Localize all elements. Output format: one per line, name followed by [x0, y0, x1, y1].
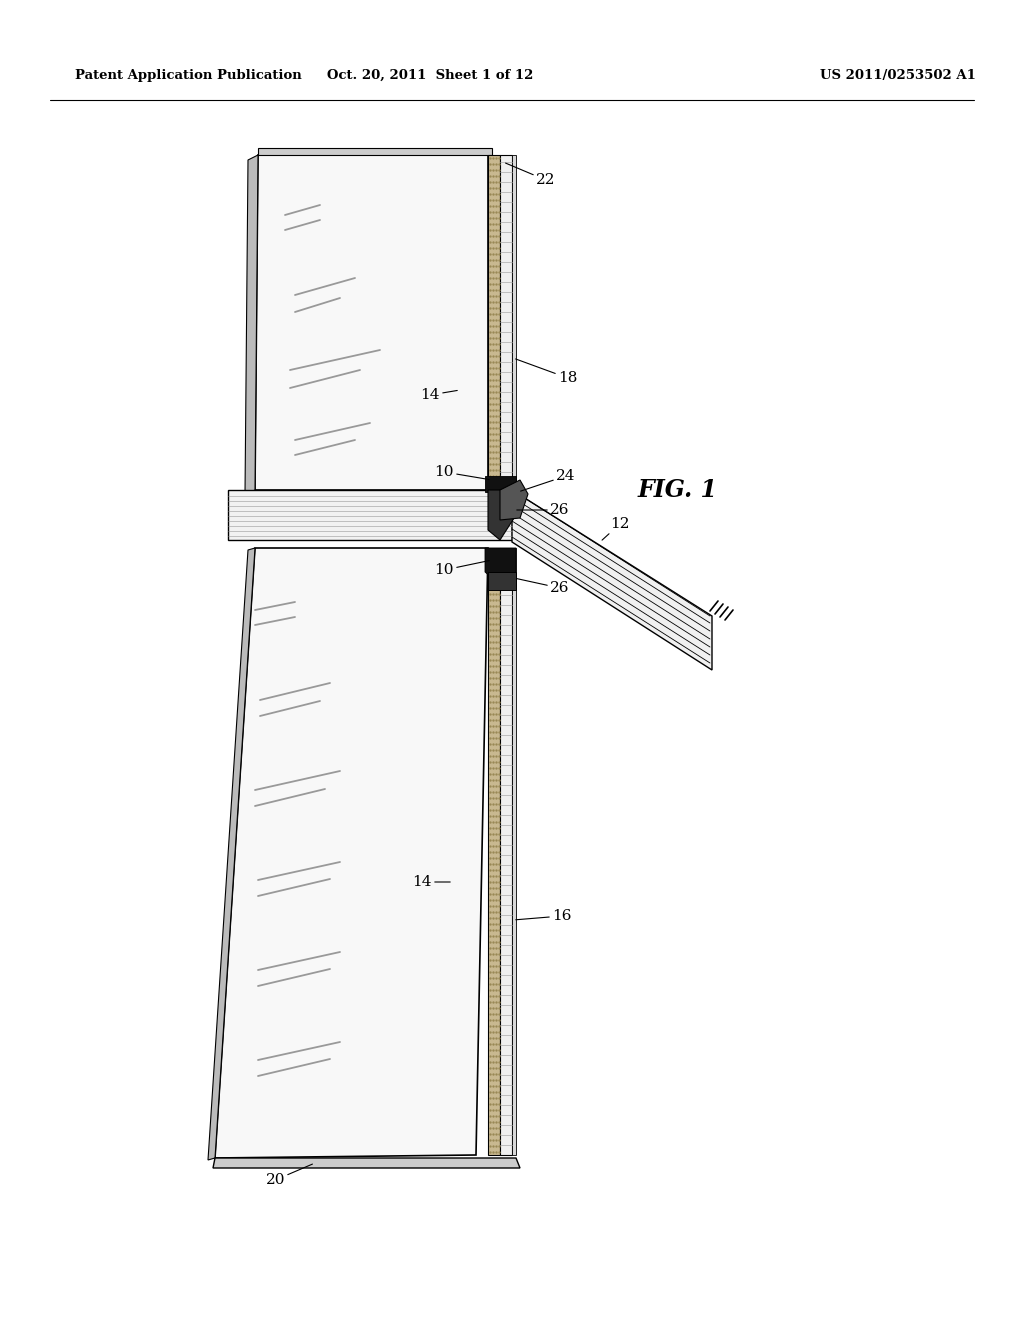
Polygon shape [512, 490, 712, 671]
Text: 14: 14 [421, 388, 458, 403]
Polygon shape [215, 548, 488, 1158]
Polygon shape [488, 548, 500, 1155]
Polygon shape [255, 154, 488, 490]
Polygon shape [488, 490, 516, 540]
Polygon shape [500, 480, 528, 520]
Polygon shape [258, 148, 492, 154]
Polygon shape [228, 490, 512, 540]
Polygon shape [512, 548, 516, 1155]
Text: Patent Application Publication: Patent Application Publication [75, 69, 302, 82]
Text: 24: 24 [520, 469, 575, 491]
Polygon shape [213, 1158, 520, 1168]
Polygon shape [500, 548, 512, 1155]
Text: 10: 10 [434, 465, 489, 479]
Text: 14: 14 [413, 875, 451, 888]
Text: Oct. 20, 2011  Sheet 1 of 12: Oct. 20, 2011 Sheet 1 of 12 [327, 69, 534, 82]
Text: 10: 10 [434, 561, 489, 577]
Text: 26: 26 [517, 578, 569, 595]
Text: US 2011/0253502 A1: US 2011/0253502 A1 [820, 69, 976, 82]
Polygon shape [488, 572, 516, 590]
Text: 12: 12 [602, 517, 630, 540]
Polygon shape [488, 154, 500, 490]
Text: 20: 20 [265, 1164, 312, 1187]
Text: 16: 16 [516, 909, 571, 923]
Polygon shape [208, 548, 255, 1160]
Polygon shape [485, 477, 516, 492]
Polygon shape [512, 154, 516, 490]
Text: 18: 18 [516, 359, 578, 385]
Text: 22: 22 [506, 164, 555, 187]
Polygon shape [500, 154, 512, 490]
Text: 26: 26 [517, 503, 569, 517]
Polygon shape [245, 154, 258, 494]
Polygon shape [485, 548, 516, 585]
Text: FIG. 1: FIG. 1 [638, 478, 718, 502]
